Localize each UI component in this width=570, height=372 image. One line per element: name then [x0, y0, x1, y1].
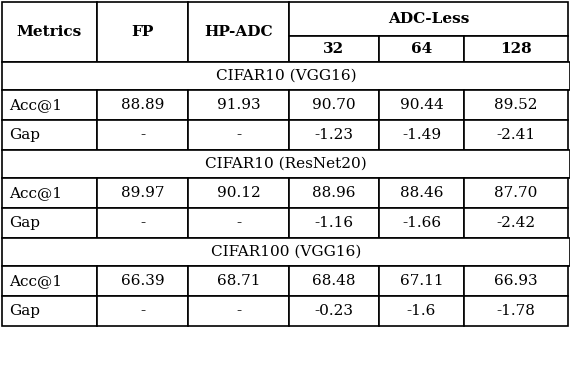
- Bar: [379, 296, 464, 326]
- Text: 67.11: 67.11: [400, 274, 443, 288]
- Bar: [379, 178, 464, 208]
- Text: -1.66: -1.66: [402, 216, 441, 230]
- Text: 91.93: 91.93: [217, 98, 260, 112]
- Text: 66.39: 66.39: [121, 274, 164, 288]
- Text: -0.23: -0.23: [315, 304, 353, 318]
- Text: -: -: [236, 216, 241, 230]
- Bar: [289, 208, 379, 238]
- Bar: [464, 90, 568, 120]
- Text: 88.96: 88.96: [312, 186, 356, 200]
- Text: Gap: Gap: [9, 216, 40, 230]
- Bar: [289, 178, 379, 208]
- Text: 89.97: 89.97: [121, 186, 164, 200]
- Bar: [188, 2, 289, 62]
- Text: ADC-Less: ADC-Less: [388, 12, 469, 26]
- Text: HP-ADC: HP-ADC: [204, 25, 273, 39]
- Bar: [289, 2, 568, 36]
- Bar: [464, 266, 568, 296]
- Text: 88.89: 88.89: [121, 98, 164, 112]
- Bar: [2, 62, 570, 90]
- Bar: [2, 90, 97, 120]
- Bar: [289, 36, 379, 62]
- Bar: [379, 208, 464, 238]
- Bar: [188, 178, 289, 208]
- Text: 66.93: 66.93: [494, 274, 538, 288]
- Bar: [289, 266, 379, 296]
- Bar: [2, 150, 570, 178]
- Text: -: -: [140, 304, 145, 318]
- Text: 88.46: 88.46: [400, 186, 443, 200]
- Text: Acc@1: Acc@1: [9, 98, 62, 112]
- Bar: [289, 296, 379, 326]
- Bar: [188, 90, 289, 120]
- Bar: [464, 208, 568, 238]
- Text: -2.41: -2.41: [496, 128, 536, 142]
- Bar: [379, 90, 464, 120]
- Text: Gap: Gap: [9, 128, 40, 142]
- Bar: [2, 296, 97, 326]
- Bar: [289, 90, 379, 120]
- Text: 90.70: 90.70: [312, 98, 356, 112]
- Bar: [379, 120, 464, 150]
- Text: -1.6: -1.6: [407, 304, 436, 318]
- Text: -1.49: -1.49: [402, 128, 441, 142]
- Text: CIFAR10 (VGG16): CIFAR10 (VGG16): [215, 69, 356, 83]
- Bar: [97, 296, 188, 326]
- Text: -: -: [236, 128, 241, 142]
- Bar: [2, 266, 97, 296]
- Text: CIFAR10 (ResNet20): CIFAR10 (ResNet20): [205, 157, 367, 171]
- Text: Metrics: Metrics: [17, 25, 82, 39]
- Bar: [97, 178, 188, 208]
- Text: 89.52: 89.52: [494, 98, 538, 112]
- Bar: [464, 36, 568, 62]
- Bar: [97, 120, 188, 150]
- Bar: [379, 266, 464, 296]
- Text: 32: 32: [323, 42, 344, 56]
- Text: 68.48: 68.48: [312, 274, 356, 288]
- Bar: [188, 266, 289, 296]
- Bar: [2, 178, 97, 208]
- Text: 90.12: 90.12: [217, 186, 260, 200]
- Bar: [97, 266, 188, 296]
- Bar: [2, 120, 97, 150]
- Bar: [188, 296, 289, 326]
- Bar: [97, 208, 188, 238]
- Text: -: -: [140, 216, 145, 230]
- Text: 128: 128: [500, 42, 532, 56]
- Bar: [188, 208, 289, 238]
- Text: -1.78: -1.78: [496, 304, 535, 318]
- Bar: [97, 2, 188, 62]
- Text: Acc@1: Acc@1: [9, 186, 62, 200]
- Text: -2.42: -2.42: [496, 216, 536, 230]
- Text: -: -: [236, 304, 241, 318]
- Bar: [289, 120, 379, 150]
- Text: -1.23: -1.23: [315, 128, 353, 142]
- Text: CIFAR100 (VGG16): CIFAR100 (VGG16): [211, 245, 361, 259]
- Text: FP: FP: [131, 25, 154, 39]
- Bar: [379, 36, 464, 62]
- Bar: [464, 178, 568, 208]
- Text: 87.70: 87.70: [494, 186, 538, 200]
- Text: 68.71: 68.71: [217, 274, 260, 288]
- Text: 90.44: 90.44: [400, 98, 443, 112]
- Bar: [464, 296, 568, 326]
- Bar: [2, 238, 570, 266]
- Bar: [2, 2, 97, 62]
- Text: 64: 64: [411, 42, 432, 56]
- Bar: [97, 90, 188, 120]
- Bar: [188, 120, 289, 150]
- Text: -1.16: -1.16: [315, 216, 353, 230]
- Text: -: -: [140, 128, 145, 142]
- Text: Acc@1: Acc@1: [9, 274, 62, 288]
- Bar: [2, 208, 97, 238]
- Text: Gap: Gap: [9, 304, 40, 318]
- Bar: [464, 120, 568, 150]
